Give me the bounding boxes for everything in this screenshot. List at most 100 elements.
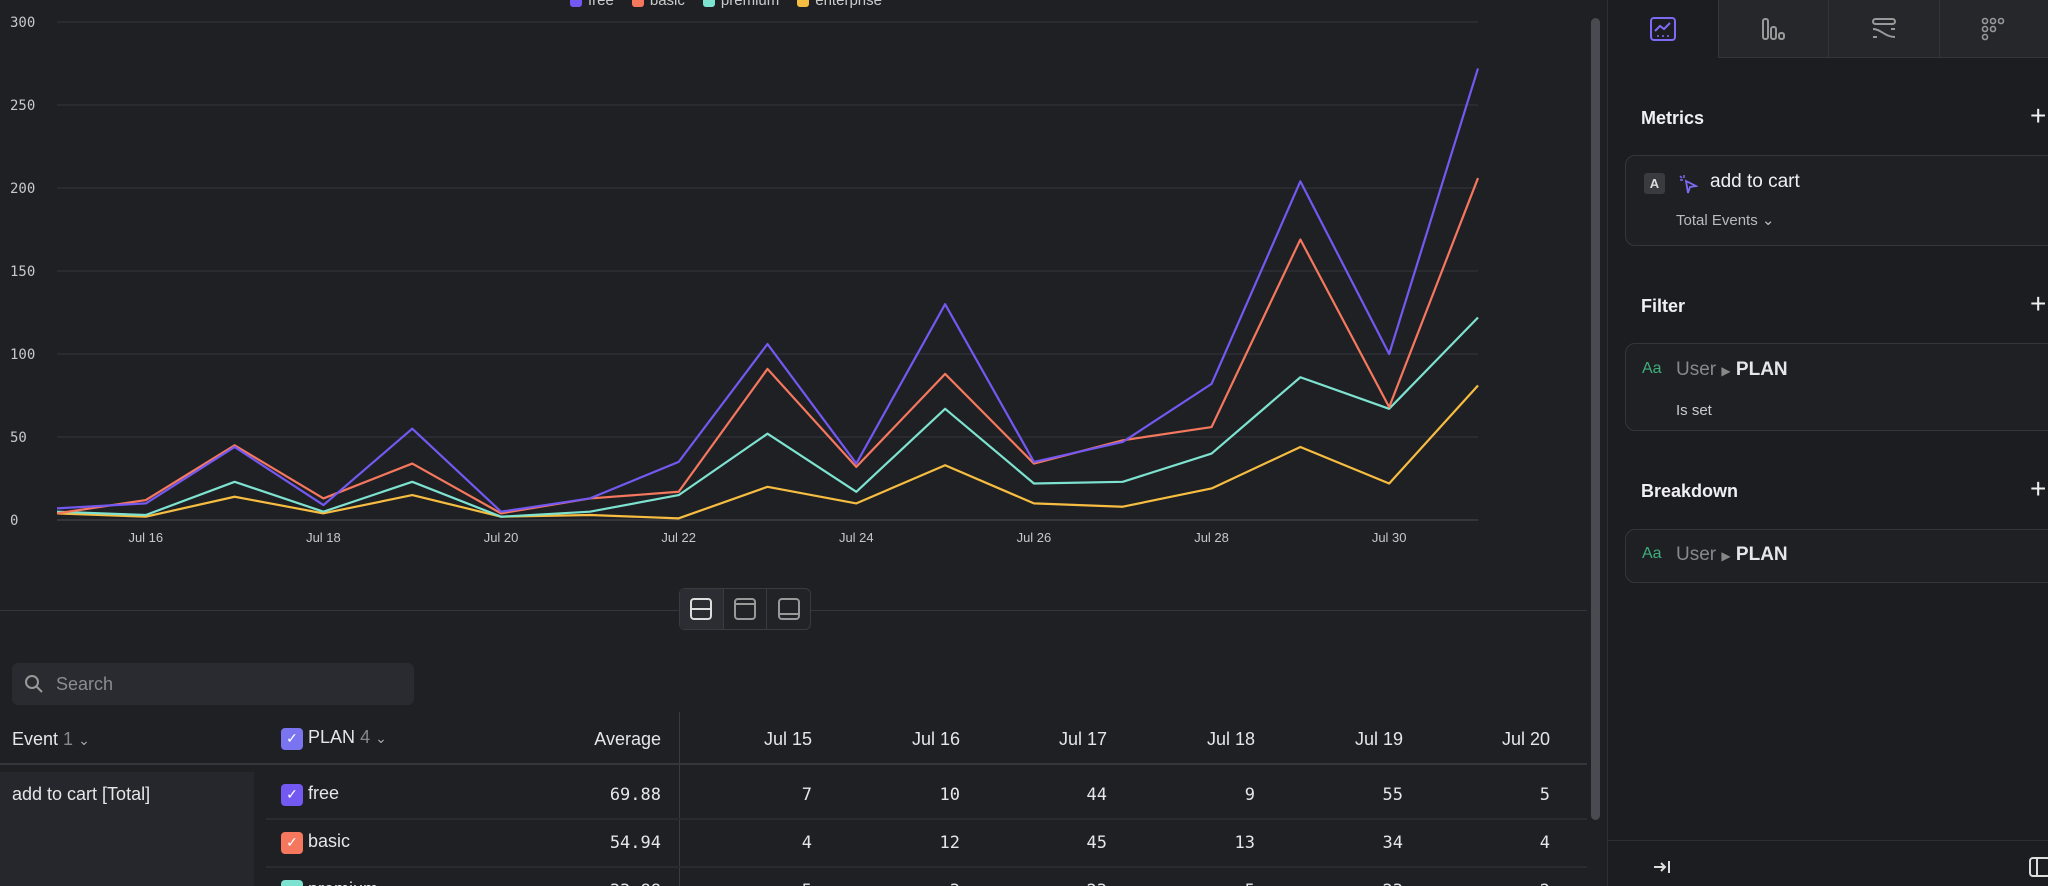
filter-heading: Filter	[1641, 296, 1686, 316]
retention-grid-icon	[1982, 17, 2005, 40]
add-filter-button[interactable]: +	[2030, 288, 2047, 319]
breakdown-card[interactable]: Aa User ▶ PLAN ⋮	[1625, 529, 2048, 583]
average-value: 33.88	[561, 881, 661, 886]
x-tick-label: Jul 22	[661, 530, 696, 545]
plan-column-header[interactable]: ✓ PLAN 4 ⌄	[281, 727, 387, 750]
y-tick-label: 150	[10, 264, 35, 280]
legend-label: free	[588, 0, 614, 9]
value-cell: 5	[1155, 881, 1255, 886]
aggregation-dropdown[interactable]: Total Events ⌄	[1676, 211, 1774, 229]
series-label: premium	[308, 879, 378, 886]
tab-retention[interactable]	[1938, 0, 2048, 58]
vertical-scrollbar[interactable]	[1591, 18, 1600, 820]
value-cell: 34	[1382, 833, 1403, 853]
series-line-free	[56, 68, 1480, 513]
chevron-down-icon: ⌄	[375, 730, 387, 746]
report-area: free basic premium enterprise 0 50 100 150 200 2…	[0, 0, 1587, 886]
text-property-icon: Aa	[1642, 360, 1662, 377]
metric-letter-badge: A	[1644, 173, 1665, 194]
average-value: 54.94	[609, 833, 661, 853]
series-line-basic	[56, 177, 1480, 515]
value-cell: 2	[1450, 881, 1550, 886]
date-column-header[interactable]: Jul 17	[1058, 729, 1107, 749]
legend-swatch	[570, 0, 582, 8]
filter-property-name: PLAN	[1735, 359, 1788, 380]
tab-flows[interactable]	[1828, 0, 1939, 58]
search-input[interactable]: Search	[12, 663, 414, 705]
line-chart: 0 50 100 150 200 250 300 Jul 16 Jul 18 Jul 20 Jul …	[10, 15, 1480, 545]
date-column-header[interactable]: Jul 15	[763, 729, 812, 749]
click-event-icon	[1679, 175, 1698, 194]
tab-funnels[interactable]	[1718, 0, 1829, 58]
x-tick-label: Jul 26	[1017, 530, 1052, 545]
add-metric-button[interactable]: +	[2030, 100, 2047, 131]
value-cell: 23	[1007, 881, 1107, 886]
filter-condition[interactable]: Is set	[1676, 402, 1712, 419]
average-header[interactable]: Average	[594, 729, 661, 749]
y-tick-label: 100	[10, 347, 35, 363]
legend-item[interactable]: free	[570, 0, 614, 9]
add-breakdown-button[interactable]: +	[2030, 473, 2047, 504]
x-tick-label: Jul 24	[839, 530, 874, 545]
date-column-header[interactable]: Jul 19	[1354, 729, 1403, 749]
table-row: ✓ free 69.88 7 10 44 9 55 5	[266, 772, 1587, 820]
x-tick-label: Jul 20	[484, 530, 519, 545]
chevron-down-icon: ⌄	[78, 732, 90, 748]
legend-item[interactable]: enterprise	[797, 0, 882, 9]
plan-count: 4	[360, 727, 371, 747]
chart-legend: free basic premium enterprise	[570, 0, 882, 9]
value-cell: 44	[1086, 785, 1107, 805]
value-cell: 7	[801, 785, 812, 805]
y-tick-label: 200	[10, 181, 35, 197]
value-cell: 4	[801, 833, 812, 853]
tab-insights[interactable]	[1608, 0, 1719, 58]
layout-chart-button[interactable]	[724, 589, 768, 629]
filter-property: User ▶ PLAN	[1676, 359, 1788, 381]
x-tick-label: Jul 18	[306, 530, 341, 545]
split-layout-icon	[690, 598, 713, 620]
value-cell: 55	[1382, 785, 1403, 805]
column-divider	[679, 712, 680, 886]
series-checkbox[interactable]: ✓	[281, 783, 303, 806]
date-column-header[interactable]: Jul 16	[911, 729, 960, 749]
layout-split-button[interactable]	[680, 589, 724, 629]
filter-card[interactable]: Aa User ▶ PLAN Is set ⋮	[1625, 343, 2048, 431]
series-label: free	[308, 783, 340, 803]
legend-item[interactable]: premium	[702, 0, 780, 9]
y-tick-label: 250	[10, 98, 35, 114]
select-all-checkbox[interactable]: ✓	[281, 727, 303, 750]
date-column-header[interactable]: Jul 20	[1501, 729, 1550, 749]
aggregation-label: Total Events	[1676, 212, 1758, 229]
legend-item[interactable]: basic	[631, 0, 685, 9]
value-cell: 5	[712, 881, 812, 886]
value-cell: 45	[1086, 833, 1107, 853]
event-count: 1	[63, 729, 74, 749]
breakdown-heading: Breakdown	[1641, 481, 1739, 501]
sidebar-toggle-icon[interactable]	[2028, 856, 2048, 878]
collapse-panel-icon[interactable]	[1652, 858, 1672, 876]
table-row: ✓ premium 33.88 5 3 23 5 23 2	[266, 868, 1587, 886]
x-tick-label: Jul 16	[128, 530, 163, 545]
series-checkbox[interactable]: ✓	[281, 879, 303, 886]
series-line-enterprise	[56, 384, 1479, 520]
series-line-premium	[56, 316, 1479, 518]
metric-card[interactable]: A add to cart Total Events ⌄ ⋮	[1625, 155, 2048, 246]
value-cell: 9	[1244, 785, 1255, 805]
event-name: add to cart [Total]	[12, 784, 151, 804]
chevron-down-icon: ⌄	[1761, 212, 1775, 229]
series-checkbox[interactable]: ✓	[281, 831, 303, 854]
search-placeholder: Search	[56, 673, 114, 694]
legend-swatch	[797, 0, 810, 8]
plan-header-label: PLAN	[308, 727, 356, 747]
divider	[1608, 840, 2048, 841]
query-panel: Metrics + A add to cart Total Events ⌄ ⋮…	[1607, 0, 2048, 886]
line-chart-icon	[1650, 17, 1677, 41]
layout-table-button[interactable]	[767, 589, 810, 629]
legend-label: premium	[720, 0, 780, 9]
value-cell: 5	[1539, 785, 1550, 805]
event-column-header[interactable]: Event 1 ⌄	[12, 729, 90, 750]
value-cell: 23	[1303, 881, 1403, 886]
chart-only-layout-icon	[734, 598, 756, 620]
legend-swatch	[631, 0, 644, 8]
date-column-header[interactable]: Jul 18	[1206, 729, 1255, 749]
